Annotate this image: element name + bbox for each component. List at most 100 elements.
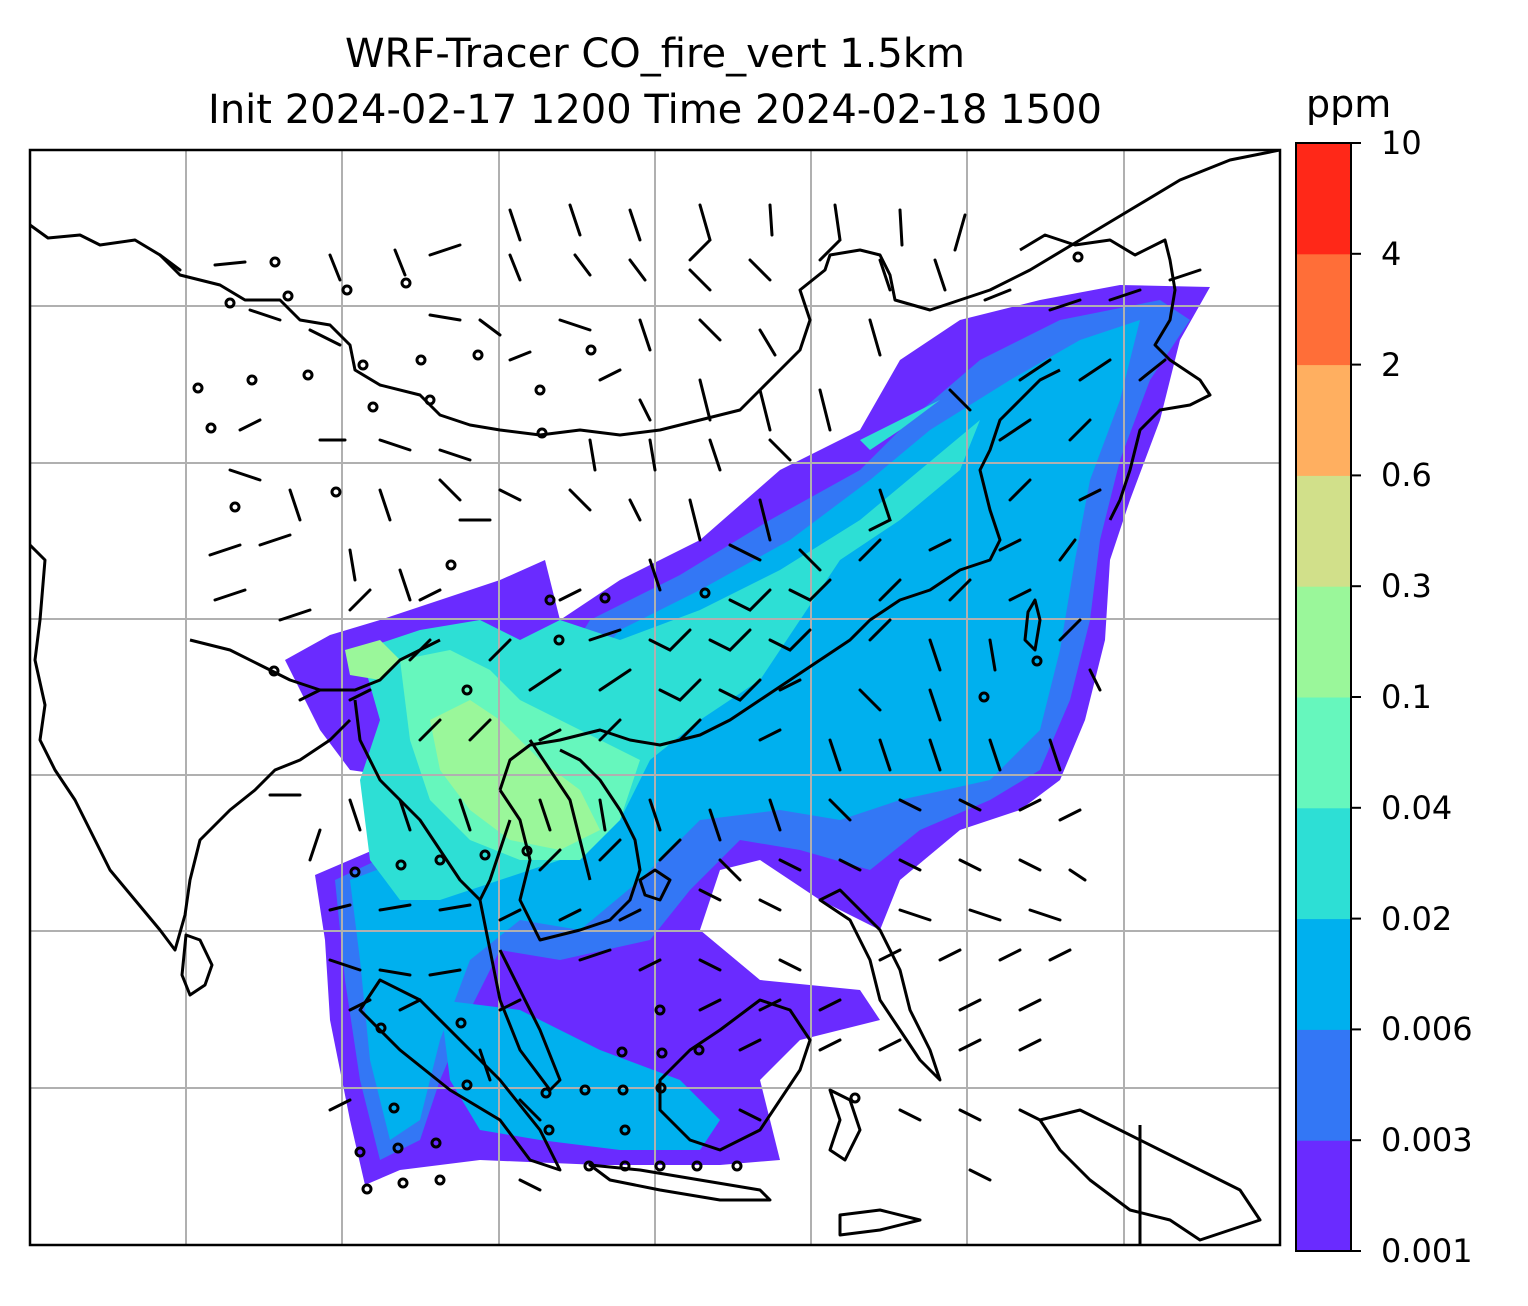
hainan: [638, 868, 672, 902]
wind-barb: [878, 1038, 902, 1052]
calm-marker: [619, 1160, 631, 1172]
wind-barb: [1068, 418, 1092, 442]
sri-lanka: [180, 933, 214, 997]
wind-barb: [428, 968, 462, 977]
wind-barb: [1018, 858, 1042, 872]
wind-barb: [378, 438, 412, 452]
wind-barb: [898, 858, 922, 872]
wind-barb: [778, 958, 802, 972]
wind-barb: [288, 488, 302, 522]
wind-barb: [1018, 1038, 1042, 1052]
wind-barb: [1018, 358, 1052, 382]
wind-barb: [988, 738, 1002, 772]
calm-marker: [354, 1146, 366, 1158]
calm-marker: [655, 1082, 667, 1094]
wind-barb: [718, 858, 742, 882]
wind-barb: [758, 898, 782, 912]
wind-barb: [1028, 908, 1062, 922]
wind-barb: [1078, 488, 1102, 502]
sumatra: [358, 978, 562, 1172]
wind-barb: [868, 488, 892, 532]
calm-marker: [268, 665, 280, 677]
wind-barb: [573, 253, 592, 277]
calm-marker: [282, 290, 294, 302]
calm-marker: [479, 849, 491, 861]
wind-barb: [818, 203, 842, 262]
calm-marker: [434, 1174, 446, 1186]
calm-marker: [229, 501, 241, 513]
wind-barb: [1048, 738, 1062, 772]
wind-barb: [598, 368, 622, 382]
wind-barb: [398, 998, 422, 1012]
calm-marker: [849, 1092, 861, 1104]
wind-barb: [878, 578, 902, 602]
colorbar-tick-label: 0.3: [1381, 567, 1432, 606]
colorbar-ticks: [1351, 142, 1361, 1252]
wind-barb: [768, 628, 812, 652]
calm-marker: [534, 384, 546, 396]
colorbar-tick-label: 0.001: [1381, 1232, 1473, 1270]
calm-marker: [395, 859, 407, 871]
wind-barb: [933, 258, 947, 292]
calm-marker: [424, 394, 436, 406]
wind-barb: [788, 578, 832, 602]
wind-barb: [878, 738, 892, 772]
wind-barb: [1018, 798, 1042, 812]
wind-barb: [898, 908, 932, 922]
wind-barb: [998, 948, 1022, 962]
wind-barb: [348, 688, 372, 702]
colorbar-tick-label: 0.006: [1381, 1010, 1473, 1049]
wind-barb: [958, 1108, 982, 1122]
calm-marker: [246, 374, 258, 386]
wind-barb: [213, 260, 247, 267]
colorbar-bin: [1296, 586, 1351, 698]
wind-barb: [348, 548, 357, 582]
colorbar-bin: [1296, 1029, 1351, 1141]
coastlines: [30, 150, 1280, 1245]
wind-barb: [378, 968, 412, 977]
tracer-plume-peak-2: [345, 640, 400, 680]
chart-subtitle: Init 2024-02-17 1200 Time 2024-02-18 150…: [208, 87, 1102, 133]
wind-barb: [698, 958, 722, 972]
wind-barb: [968, 1168, 992, 1182]
wind-barb: [348, 588, 372, 612]
calm-marker: [269, 256, 281, 268]
calm-marker: [616, 1046, 628, 1058]
wind-barb: [568, 203, 582, 237]
wind-barb: [1008, 588, 1032, 602]
wind-barb: [778, 678, 802, 692]
calm-marker: [361, 1183, 373, 1195]
wind-barb: [418, 588, 442, 602]
calm-marker: [619, 1124, 631, 1136]
wind-barb: [698, 318, 722, 342]
wind-barb: [258, 533, 292, 547]
wind-barb: [678, 718, 702, 742]
calm-marker: [375, 1022, 387, 1034]
colorbar-tick-label: 0.02: [1381, 899, 1453, 938]
wind-barb: [968, 908, 1002, 922]
wind-barb: [998, 418, 1032, 442]
wind-barb: [928, 738, 942, 772]
tracer-streak-ne: [860, 400, 940, 450]
wind-barb: [598, 838, 622, 862]
calm-marker: [415, 354, 427, 366]
wind-barb: [1018, 1108, 1042, 1122]
wind-barb: [1068, 868, 1087, 882]
wind-barb: [988, 638, 997, 672]
korea-japan-coast: [1019, 233, 1212, 521]
wind-barb: [958, 798, 982, 812]
wind-barb: [378, 903, 412, 912]
wind-barb: [1018, 998, 1042, 1012]
colorbar-units: ppm: [1306, 82, 1392, 126]
wind-barbs: [158, 203, 1202, 1192]
calm-marker: [430, 1137, 442, 1149]
wind-barb: [708, 438, 722, 472]
wind-barb: [768, 798, 782, 832]
wind-barb: [958, 1038, 982, 1052]
wind-barb: [378, 488, 392, 522]
wind-barb: [508, 253, 522, 282]
wind-barb: [708, 628, 752, 652]
wind-barb: [278, 608, 312, 622]
wind-barb: [558, 908, 582, 922]
timor: [838, 1208, 922, 1237]
